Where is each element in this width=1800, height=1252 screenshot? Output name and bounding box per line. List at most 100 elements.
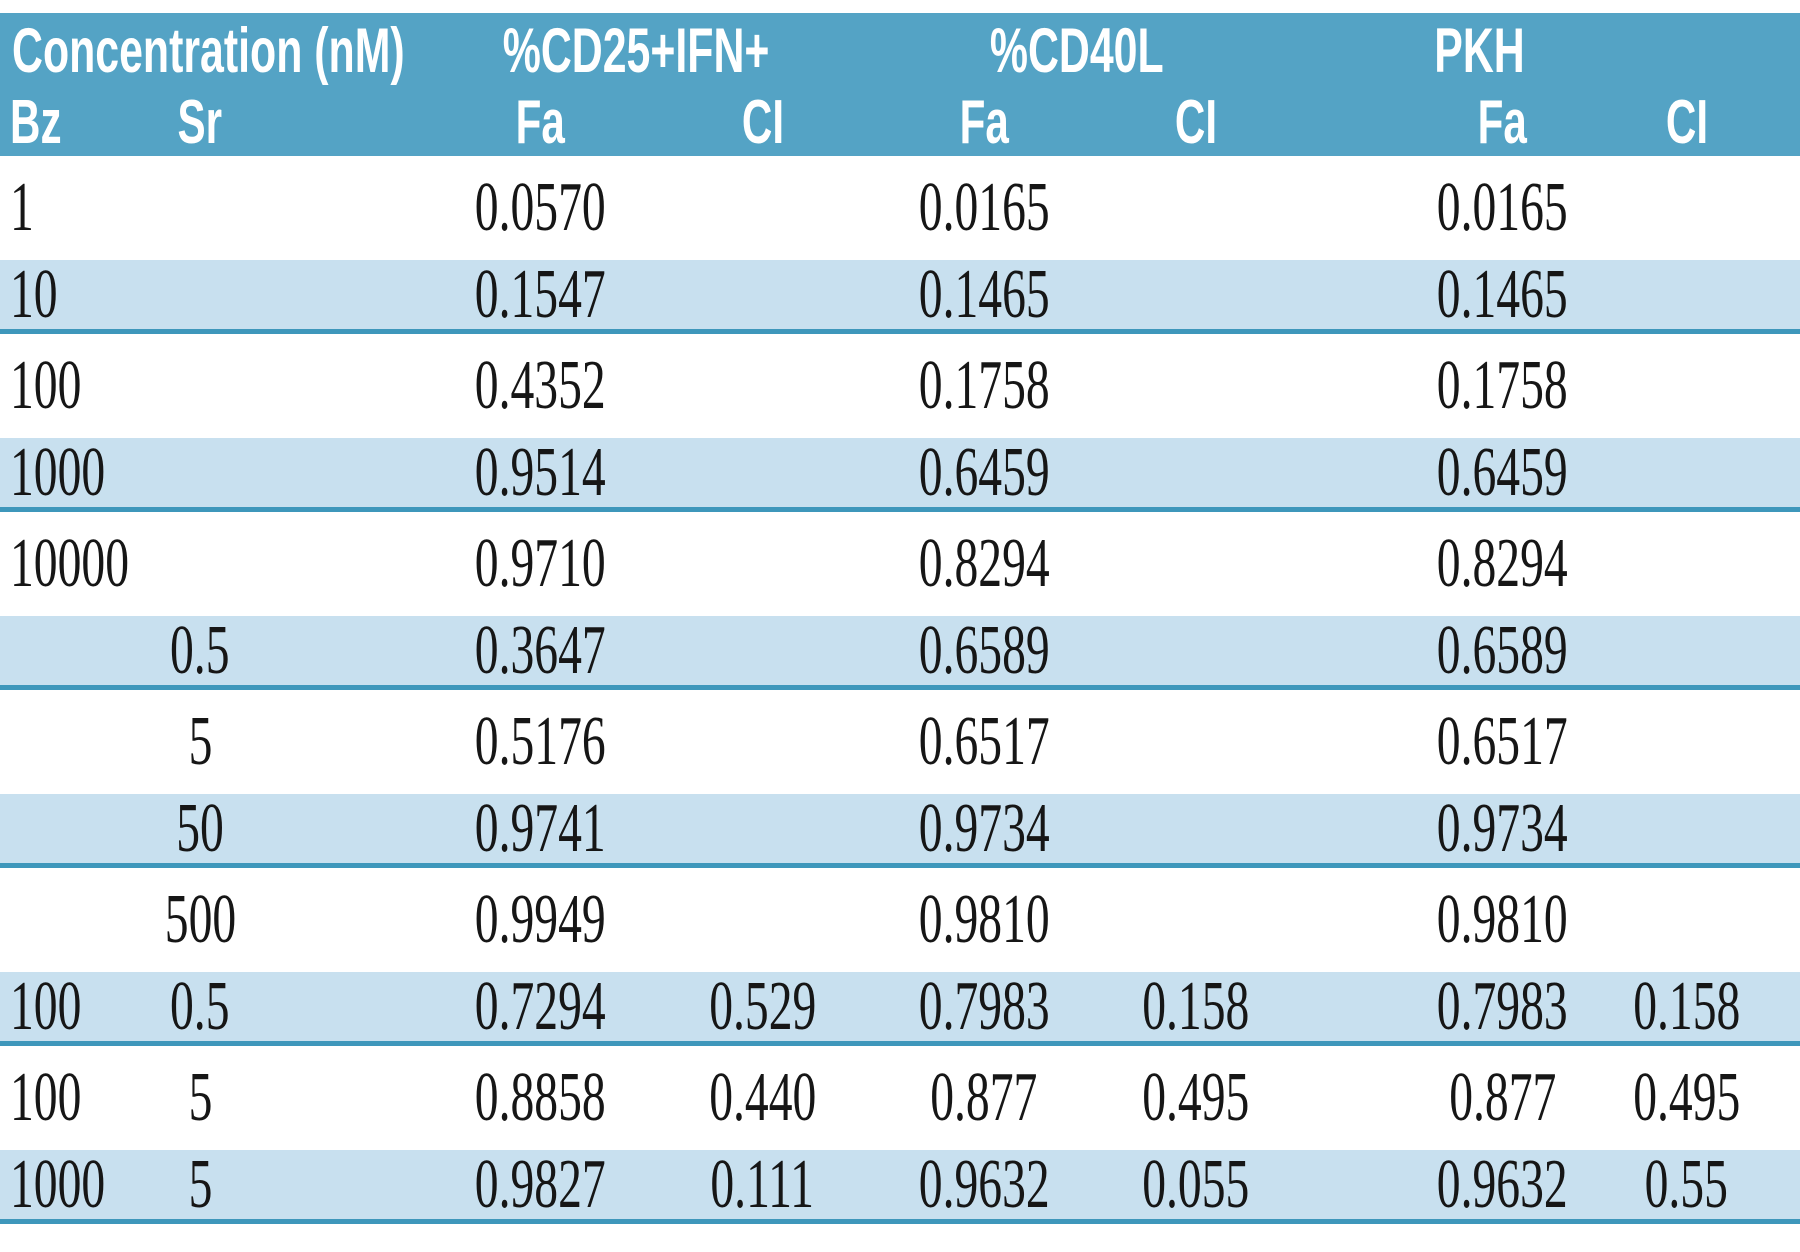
cell-bz: 1000 [0, 1150, 120, 1220]
cell-text: 0.055 [1141, 1146, 1250, 1223]
cell-bz [0, 794, 120, 864]
cell-text: 0.55 [1644, 1146, 1729, 1223]
cell-bz [0, 616, 120, 686]
cell-text: 100 [10, 347, 82, 424]
cell-text: 100 [10, 968, 82, 1045]
cell-pkh-ci [1595, 156, 1800, 260]
cell-text: 0.5 [170, 968, 230, 1045]
cell-cd25-ci: 0.111 [650, 1150, 875, 1220]
cell-cd25-ci: 0.529 [650, 972, 875, 1042]
cell-cd25-fa: 0.1547 [370, 260, 650, 330]
cell-pkh-ci [1595, 616, 1800, 686]
cell-pkh-ci [1595, 334, 1800, 438]
cell-sr [120, 334, 370, 438]
cell-text: 0.9949 [474, 881, 606, 958]
cell-text: CI [741, 87, 784, 157]
table-row: 50 0.9741 0.9734 0.9734 [0, 794, 1800, 868]
cell-cd40l-fa: 0.8294 [875, 512, 1093, 616]
cell-cd40l-fa: 0.877 [875, 1046, 1093, 1150]
cell-pkh-fa: 0.9734 [1348, 794, 1595, 864]
cell-cd25-ci [650, 334, 875, 438]
cell-cd25-ci [650, 260, 875, 330]
cell-bz: 1000 [0, 438, 120, 508]
cell-text: 0.5176 [474, 703, 606, 780]
cell-text: 0.9827 [474, 1146, 606, 1223]
cell-pkh-ci [1595, 512, 1800, 616]
cell-cd25-ci [650, 438, 875, 508]
cell-text: 0.5 [170, 612, 230, 689]
cell-cd25-fa: 0.5176 [370, 690, 650, 794]
cell-cd25-ci [650, 616, 875, 686]
cell-pkh-fa: 0.1758 [1348, 334, 1595, 438]
cell-cd40l-ci [1093, 438, 1348, 508]
cell-text: Concentration (nM) [12, 15, 405, 86]
cell-cd40l-ci: 0.158 [1093, 972, 1348, 1042]
cell-cd40l-fa: 0.9632 [875, 1150, 1093, 1220]
cell-sr: 0.5 [120, 616, 370, 686]
cell-pkh-ci [1595, 868, 1800, 972]
cell-cd25-fa: 0.4352 [370, 334, 650, 438]
cell-text: 5 [188, 1146, 212, 1223]
cell-pkh-fa: 0.877 [1348, 1046, 1595, 1150]
cell-cd25-fa: 0.9514 [370, 438, 650, 508]
cell-text: 0.6589 [918, 612, 1050, 689]
cell-cd40l-ci [1093, 334, 1348, 438]
cell-text: 0.529 [708, 968, 817, 1045]
cell-text: 1000 [10, 1146, 106, 1223]
col-header-cd25-ci: CI [650, 89, 875, 156]
col-header-cd25-fa: Fa [370, 89, 650, 156]
cell-text: 0.1547 [474, 256, 606, 333]
cell-pkh-fa: 0.0165 [1348, 156, 1595, 260]
cell-sr [120, 512, 370, 616]
group-header-concentration: Concentration (nM) [0, 13, 405, 89]
cell-text: 0.9632 [1437, 1146, 1568, 1223]
cell-sr: 5 [120, 1046, 370, 1150]
cell-text: 0.495 [1141, 1059, 1250, 1136]
cell-pkh-ci [1595, 690, 1800, 794]
cell-text: 5 [188, 1059, 212, 1136]
cell-text: Sr [177, 87, 223, 157]
cell-text: 0.6517 [1437, 703, 1568, 780]
cell-cd40l-fa: 0.1758 [875, 334, 1093, 438]
cell-text: 0.1465 [918, 256, 1050, 333]
cell-pkh-fa: 0.1465 [1348, 260, 1595, 330]
cell-text: 5 [188, 703, 212, 780]
cell-text: 0.9632 [918, 1146, 1050, 1223]
table-row: 100 0.5 0.7294 0.529 0.7983 0.158 0.7983… [0, 972, 1800, 1046]
header-group-row: Concentration (nM) %CD25+IFN+ %CD40L PKH [0, 13, 1800, 89]
cell-cd40l-fa: 0.1465 [875, 260, 1093, 330]
cell-text: PKH [1434, 15, 1526, 86]
cell-text: 0.9710 [474, 525, 606, 602]
cell-text: 0.7983 [1437, 968, 1568, 1045]
cell-cd40l-ci [1093, 512, 1348, 616]
cell-cd25-ci [650, 512, 875, 616]
cell-text: 0.6517 [918, 703, 1050, 780]
cell-sr: 5 [120, 690, 370, 794]
col-header-bz: Bz [0, 89, 120, 156]
cell-text: 0.158 [1141, 968, 1250, 1045]
cell-text: 0.8858 [474, 1059, 606, 1136]
cell-bz: 100 [0, 1046, 120, 1150]
cell-pkh-ci [1595, 438, 1800, 508]
cell-pkh-ci [1595, 260, 1800, 330]
cell-text: 0.8294 [1437, 525, 1568, 602]
cell-text: 0.6459 [1437, 434, 1568, 511]
cell-cd25-fa: 0.9949 [370, 868, 650, 972]
cell-text: 0.111 [710, 1146, 815, 1223]
cell-cd25-ci [650, 868, 875, 972]
table-row: 500 0.9949 0.9810 0.9810 [0, 868, 1800, 972]
cell-pkh-fa: 0.6459 [1348, 438, 1595, 508]
cell-text: Bz [10, 87, 62, 157]
cell-sr: 0.5 [120, 972, 370, 1042]
group-header-cd25-ifn: %CD25+IFN+ [370, 13, 875, 89]
cell-text: 0.8294 [918, 525, 1050, 602]
cell-text: 0.495 [1632, 1059, 1741, 1136]
cell-pkh-fa: 0.9810 [1348, 868, 1595, 972]
cell-cd25-ci: 0.440 [650, 1046, 875, 1150]
cell-text: 0.4352 [474, 347, 606, 424]
cell-cd40l-ci [1093, 794, 1348, 864]
cell-bz: 10000 [0, 512, 129, 616]
cell-cd25-ci [650, 794, 875, 864]
cell-text: 0.3647 [474, 612, 606, 689]
